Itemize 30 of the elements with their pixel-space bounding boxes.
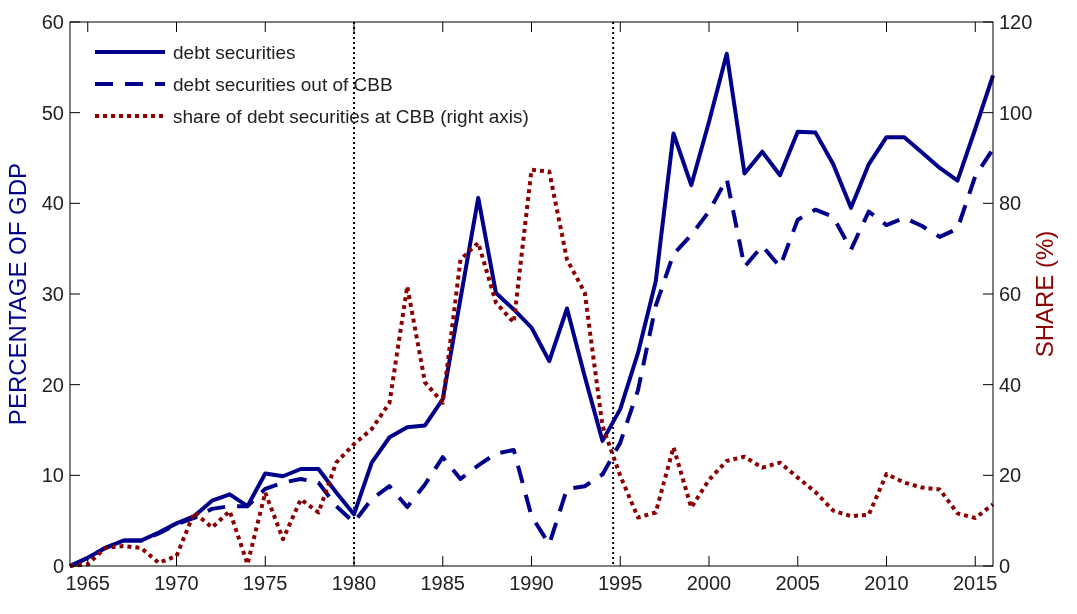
- x-tick-label: 1975: [243, 572, 288, 594]
- y-tick-label: 50: [41, 101, 64, 124]
- y2-tick-label: 120: [999, 11, 1033, 33]
- x-tick-label: 2005: [775, 572, 820, 594]
- x-tick-label: 2015: [953, 572, 998, 594]
- y2-tick-label: 100: [999, 101, 1033, 124]
- y-tick-label: 0: [52, 555, 64, 577]
- y2-tick-label: 40: [999, 373, 1022, 396]
- x-tick-label: 1970: [154, 572, 199, 594]
- x-tick-label: 2000: [686, 572, 732, 594]
- x-tick-label: 1990: [509, 572, 554, 594]
- y-tick-label: 30: [41, 283, 64, 305]
- y2-tick-label: 0: [999, 555, 1011, 577]
- x-tick-label: 2010: [864, 572, 909, 594]
- y2-tick-label: 60: [999, 283, 1022, 305]
- x-tick-label: 1995: [598, 572, 643, 594]
- y-tick-label: 10: [41, 464, 64, 487]
- y2-axis-title: SHARE (%): [1031, 230, 1058, 358]
- legend-label: debt securities: [173, 42, 296, 63]
- y-axis-title: PERCENTAGE OF GDP: [4, 162, 31, 426]
- x-tick-label: 1985: [420, 572, 465, 594]
- legend-label: share of debt securities at CBB (right axis): [173, 106, 529, 127]
- y-tick-label: 40: [41, 192, 64, 215]
- x-tick-label: 1965: [65, 572, 110, 594]
- y2-tick-label: 20: [999, 464, 1022, 487]
- y-tick-label: 20: [41, 373, 64, 396]
- x-tick-label: 1980: [331, 572, 377, 594]
- y-tick-label: 60: [41, 11, 64, 33]
- legend-label: debt securities out of CBB: [173, 74, 393, 95]
- y2-tick-label: 80: [999, 192, 1022, 215]
